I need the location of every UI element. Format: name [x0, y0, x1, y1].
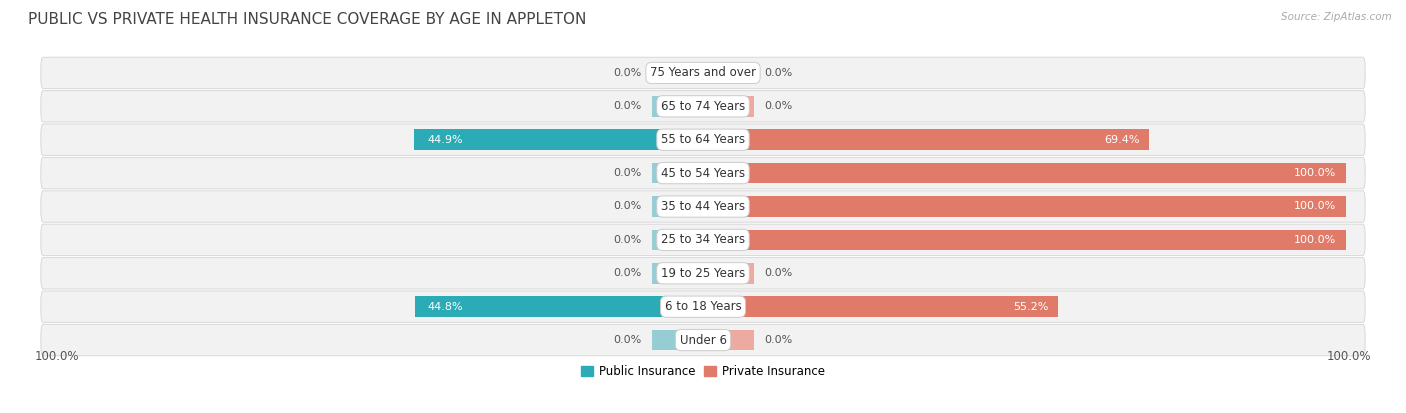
Bar	[651, 196, 703, 217]
Text: 0.0%: 0.0%	[613, 235, 643, 245]
Text: 100.0%: 100.0%	[1294, 202, 1336, 211]
Text: Source: ZipAtlas.com: Source: ZipAtlas.com	[1281, 12, 1392, 22]
FancyBboxPatch shape	[41, 191, 1365, 222]
Text: 100.0%: 100.0%	[1294, 168, 1336, 178]
Legend: Public Insurance, Private Insurance: Public Insurance, Private Insurance	[576, 360, 830, 383]
Bar	[415, 296, 703, 317]
Bar	[651, 263, 703, 284]
FancyBboxPatch shape	[41, 291, 1365, 323]
Text: 0.0%: 0.0%	[613, 202, 643, 211]
Text: 45 to 54 Years: 45 to 54 Years	[661, 166, 745, 180]
Bar	[703, 129, 1149, 150]
FancyBboxPatch shape	[41, 324, 1365, 356]
Text: PUBLIC VS PRIVATE HEALTH INSURANCE COVERAGE BY AGE IN APPLETON: PUBLIC VS PRIVATE HEALTH INSURANCE COVER…	[28, 12, 586, 27]
Text: 0.0%: 0.0%	[613, 168, 643, 178]
Text: 25 to 34 Years: 25 to 34 Years	[661, 233, 745, 247]
Text: Under 6: Under 6	[679, 334, 727, 347]
Text: 100.0%: 100.0%	[1327, 350, 1371, 363]
Bar	[415, 129, 703, 150]
Bar	[703, 263, 755, 284]
Text: 0.0%: 0.0%	[763, 68, 793, 78]
Bar	[703, 296, 1057, 317]
Bar	[703, 196, 1346, 217]
Bar	[703, 330, 755, 350]
Bar	[703, 163, 1346, 183]
Text: 55 to 64 Years: 55 to 64 Years	[661, 133, 745, 146]
Text: 75 Years and over: 75 Years and over	[650, 66, 756, 79]
FancyBboxPatch shape	[41, 224, 1365, 256]
Text: 100.0%: 100.0%	[35, 350, 79, 363]
Text: 19 to 25 Years: 19 to 25 Years	[661, 267, 745, 280]
Text: 0.0%: 0.0%	[763, 268, 793, 278]
Text: 55.2%: 55.2%	[1012, 301, 1047, 312]
Bar	[703, 96, 755, 117]
Text: 0.0%: 0.0%	[763, 101, 793, 112]
Bar	[651, 63, 703, 83]
Bar	[651, 96, 703, 117]
Bar	[651, 163, 703, 183]
FancyBboxPatch shape	[41, 124, 1365, 155]
Text: 35 to 44 Years: 35 to 44 Years	[661, 200, 745, 213]
Bar	[703, 230, 1346, 250]
FancyBboxPatch shape	[41, 90, 1365, 122]
Text: 0.0%: 0.0%	[613, 101, 643, 112]
Text: 44.9%: 44.9%	[427, 135, 463, 145]
Text: 0.0%: 0.0%	[613, 268, 643, 278]
Text: 65 to 74 Years: 65 to 74 Years	[661, 100, 745, 113]
Text: 6 to 18 Years: 6 to 18 Years	[665, 300, 741, 313]
Text: 69.4%: 69.4%	[1104, 135, 1139, 145]
FancyBboxPatch shape	[41, 258, 1365, 289]
FancyBboxPatch shape	[41, 57, 1365, 89]
FancyBboxPatch shape	[41, 157, 1365, 189]
Bar	[703, 63, 755, 83]
Bar	[651, 230, 703, 250]
Text: 0.0%: 0.0%	[613, 335, 643, 345]
Text: 44.8%: 44.8%	[427, 301, 464, 312]
Text: 0.0%: 0.0%	[763, 335, 793, 345]
Text: 0.0%: 0.0%	[613, 68, 643, 78]
Text: 100.0%: 100.0%	[1294, 235, 1336, 245]
Bar	[651, 330, 703, 350]
